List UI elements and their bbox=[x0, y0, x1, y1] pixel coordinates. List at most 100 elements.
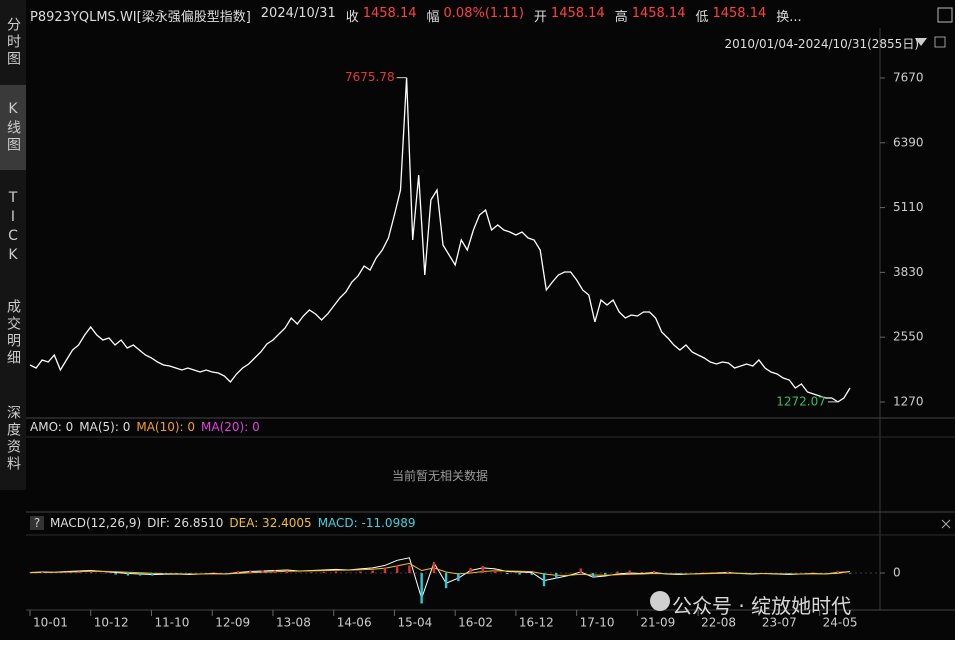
x-tick-label: 11-10 bbox=[154, 616, 189, 630]
date-range[interactable]: 2010/01/04-2024/10/31(2855日) bbox=[724, 37, 919, 51]
field-label: 开 bbox=[533, 10, 547, 25]
price-line bbox=[29, 77, 851, 403]
macd-bar bbox=[493, 569, 497, 573]
macd-bar bbox=[334, 571, 338, 573]
macd-bar bbox=[836, 571, 839, 573]
max-label: 7675.78 bbox=[345, 70, 395, 84]
y-tick-label: 3830 bbox=[893, 265, 924, 279]
amo-legend: AMO: 0 MA(5): 0 MA(10): 0 MA(20): 0 bbox=[30, 420, 260, 434]
y-tick-label: 6390 bbox=[893, 135, 924, 149]
x-tick-label: 14-06 bbox=[337, 616, 372, 630]
macd-bar bbox=[420, 573, 423, 604]
legend-item: MACD(12,26,9) bbox=[50, 516, 142, 530]
quote-field: 低 1458.14 bbox=[695, 6, 766, 25]
x-tick-label: 22-08 bbox=[701, 616, 736, 630]
y-tick-label: 1270 bbox=[893, 394, 924, 408]
macd-bar bbox=[750, 573, 754, 575]
x-tick-label: 10-01 bbox=[33, 616, 68, 630]
macd-bar bbox=[469, 567, 472, 573]
legend-item: AMO: 0 bbox=[30, 420, 74, 434]
macd-bar bbox=[787, 573, 791, 575]
macd-bar bbox=[114, 573, 117, 575]
tab[interactable]: 成交明细 bbox=[5, 298, 21, 367]
field-label: 高 bbox=[614, 10, 628, 25]
tab[interactable]: 分时图 bbox=[5, 17, 21, 68]
quote-header: P8923YQLMS.WI[梁永强偏股型指数] 2024/10/31 收 1458… bbox=[30, 6, 802, 25]
macd-bar bbox=[714, 571, 717, 573]
macd-bar bbox=[812, 572, 815, 573]
macd-bar bbox=[432, 562, 436, 573]
macd-bar bbox=[628, 570, 631, 573]
x-tick-label: 12-09 bbox=[215, 616, 250, 630]
empty-message: 当前暂无相关数据 bbox=[391, 469, 488, 483]
range-dropdown[interactable] bbox=[915, 38, 927, 46]
tab[interactable]: K线图 bbox=[0, 85, 26, 170]
legend-item: MA(5): 0 bbox=[79, 420, 131, 434]
macd-bar bbox=[322, 571, 325, 573]
macd-bar bbox=[775, 573, 778, 574]
macd-bar bbox=[444, 573, 448, 589]
macd-bar bbox=[677, 573, 680, 575]
legend-item: DIF: 26.8510 bbox=[147, 516, 224, 530]
x-tick-label: 23-07 bbox=[762, 616, 797, 630]
field-value: 1458.14 bbox=[550, 6, 605, 21]
legend-item: MA(20): 0 bbox=[201, 420, 260, 434]
tab[interactable]: TICK bbox=[5, 189, 21, 266]
range-button[interactable] bbox=[934, 36, 946, 48]
field-value: 0.08%(1.11) bbox=[443, 6, 524, 21]
macd-bar bbox=[65, 571, 68, 573]
macd-bar bbox=[151, 573, 154, 576]
macd-bar bbox=[175, 573, 179, 574]
watermark: 公众号 · 绽放她时代 bbox=[672, 594, 852, 618]
macd-legend: ? MACD(12,26,9) DIF: 26.8510 DEA: 32.4005 M… bbox=[30, 516, 415, 530]
macd-bar bbox=[273, 570, 276, 573]
macd-bar bbox=[579, 568, 582, 573]
tab[interactable]: 深度资料 bbox=[5, 405, 21, 473]
macd-bar bbox=[555, 573, 558, 579]
macd-bar bbox=[848, 573, 852, 574]
x-tick-label: 10-12 bbox=[94, 616, 129, 630]
settings-icon[interactable] bbox=[937, 7, 953, 23]
y-tick-label: 5110 bbox=[893, 200, 924, 214]
macd-bar bbox=[126, 573, 130, 576]
macd-bar bbox=[616, 571, 619, 573]
quote-field: 幅 0.08%(1.11) bbox=[427, 6, 524, 25]
y-tick-label: 0 bbox=[893, 566, 901, 580]
macd-bar bbox=[665, 573, 668, 574]
help-button[interactable]: ? bbox=[30, 516, 44, 530]
macd-bar bbox=[481, 565, 485, 573]
macd-bar bbox=[41, 571, 44, 573]
x-tick-label: 15-04 bbox=[397, 616, 432, 630]
y-tick-label: 7670 bbox=[893, 70, 924, 84]
quote-date: 2024/10/31 bbox=[260, 6, 336, 21]
macd-bar bbox=[591, 573, 595, 578]
macd-bar bbox=[457, 573, 460, 582]
macd-bar bbox=[163, 573, 166, 575]
macd-bar bbox=[542, 573, 546, 587]
field-value: 1458.14 bbox=[362, 6, 417, 21]
sidebar: 分时图 K线图 TICK 成交明细深度资料 bbox=[0, 0, 26, 490]
macd-bar bbox=[77, 571, 81, 573]
macd-bar bbox=[285, 570, 289, 573]
field-value: 1458.14 bbox=[631, 6, 686, 21]
min-label: 1272.07 bbox=[776, 394, 826, 408]
security-code: P8923YQLMS.WI[梁永强偏股型指数] bbox=[30, 10, 251, 25]
macd-bar bbox=[249, 570, 252, 573]
macd-bar bbox=[28, 572, 32, 573]
macd-bar bbox=[310, 572, 313, 573]
x-tick-label: 13-08 bbox=[276, 616, 311, 630]
field-label: 收 bbox=[345, 10, 359, 25]
close-icon[interactable] bbox=[941, 519, 951, 529]
macd-bar bbox=[359, 571, 362, 573]
macd-bar bbox=[506, 573, 509, 575]
macd-bar bbox=[518, 573, 521, 575]
macd-bar bbox=[701, 572, 705, 573]
x-tick-label: 24-05 bbox=[823, 616, 858, 630]
macd-bar bbox=[383, 567, 387, 573]
x-tick-label: 21-09 bbox=[640, 616, 675, 630]
y-tick-label: 2550 bbox=[893, 330, 924, 344]
quote-field: 收 1458.14 bbox=[346, 6, 417, 25]
